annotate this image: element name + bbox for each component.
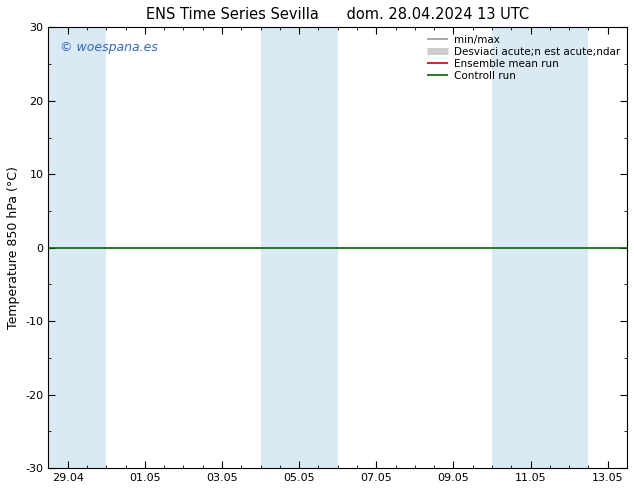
Y-axis label: Temperature 850 hPa (°C): Temperature 850 hPa (°C): [7, 166, 20, 329]
Bar: [492, 27, 588, 468]
Legend: min/max, Desviaci acute;n est acute;ndar, Ensemble mean run, Controll run: min/max, Desviaci acute;n est acute;ndar…: [425, 32, 622, 83]
Bar: [48, 27, 107, 468]
Bar: [261, 27, 338, 468]
Text: © woespana.es: © woespana.es: [60, 41, 158, 53]
Title: ENS Time Series Sevilla      dom. 28.04.2024 13 UTC: ENS Time Series Sevilla dom. 28.04.2024 …: [146, 7, 529, 22]
